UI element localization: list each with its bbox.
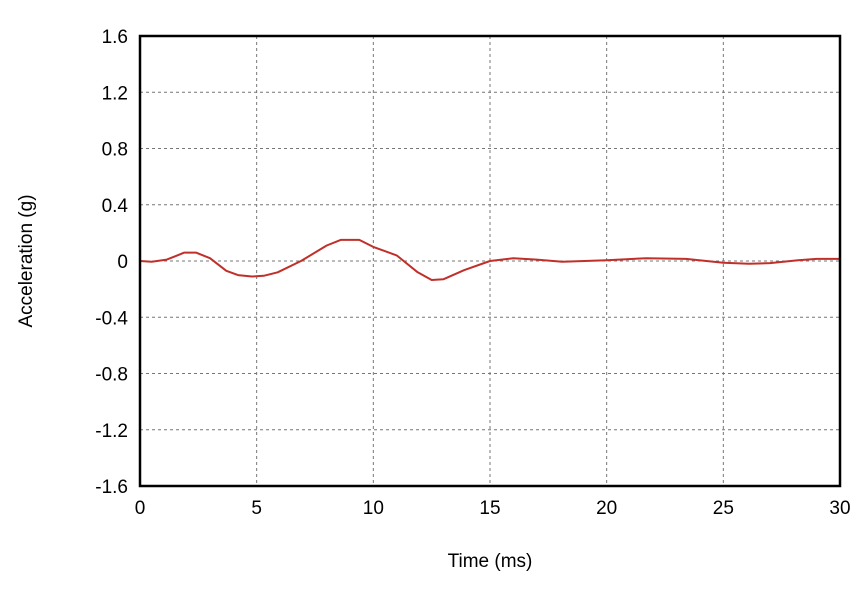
y-tick-label: 1.6 — [102, 27, 128, 48]
x-tick-label: 20 — [596, 498, 617, 519]
y-tick-label: 1.2 — [102, 83, 128, 104]
x-tick-label: 25 — [713, 498, 734, 519]
x-tick-label: 0 — [135, 498, 146, 519]
y-tick-label: 0.8 — [102, 140, 128, 161]
y-tick-label: -0.8 — [95, 365, 128, 386]
y-axis-label: Acceleration (g) — [16, 194, 37, 327]
y-tick-label: -0.4 — [95, 308, 128, 329]
plot-frame — [138, 34, 842, 488]
y-tick-label: -1.6 — [95, 477, 128, 498]
series-line — [139, 238, 840, 281]
x-tick-label: 15 — [479, 498, 500, 519]
y-tick-label: 0.4 — [102, 196, 129, 217]
x-tick-label: 5 — [251, 498, 262, 519]
tick-labels: 0 5 10 15 20 25 30 -1.6 -1.2 -0.8 -0.4 0 0.4 0.8 1.2 1.… — [95, 27, 850, 519]
x-axis-label: Time (ms) — [448, 551, 533, 572]
x-tick-label: 10 — [363, 498, 384, 519]
x-tick-label: 30 — [829, 498, 850, 519]
y-tick-label: 0 — [117, 252, 128, 273]
y-tick-label: -1.2 — [95, 421, 128, 442]
